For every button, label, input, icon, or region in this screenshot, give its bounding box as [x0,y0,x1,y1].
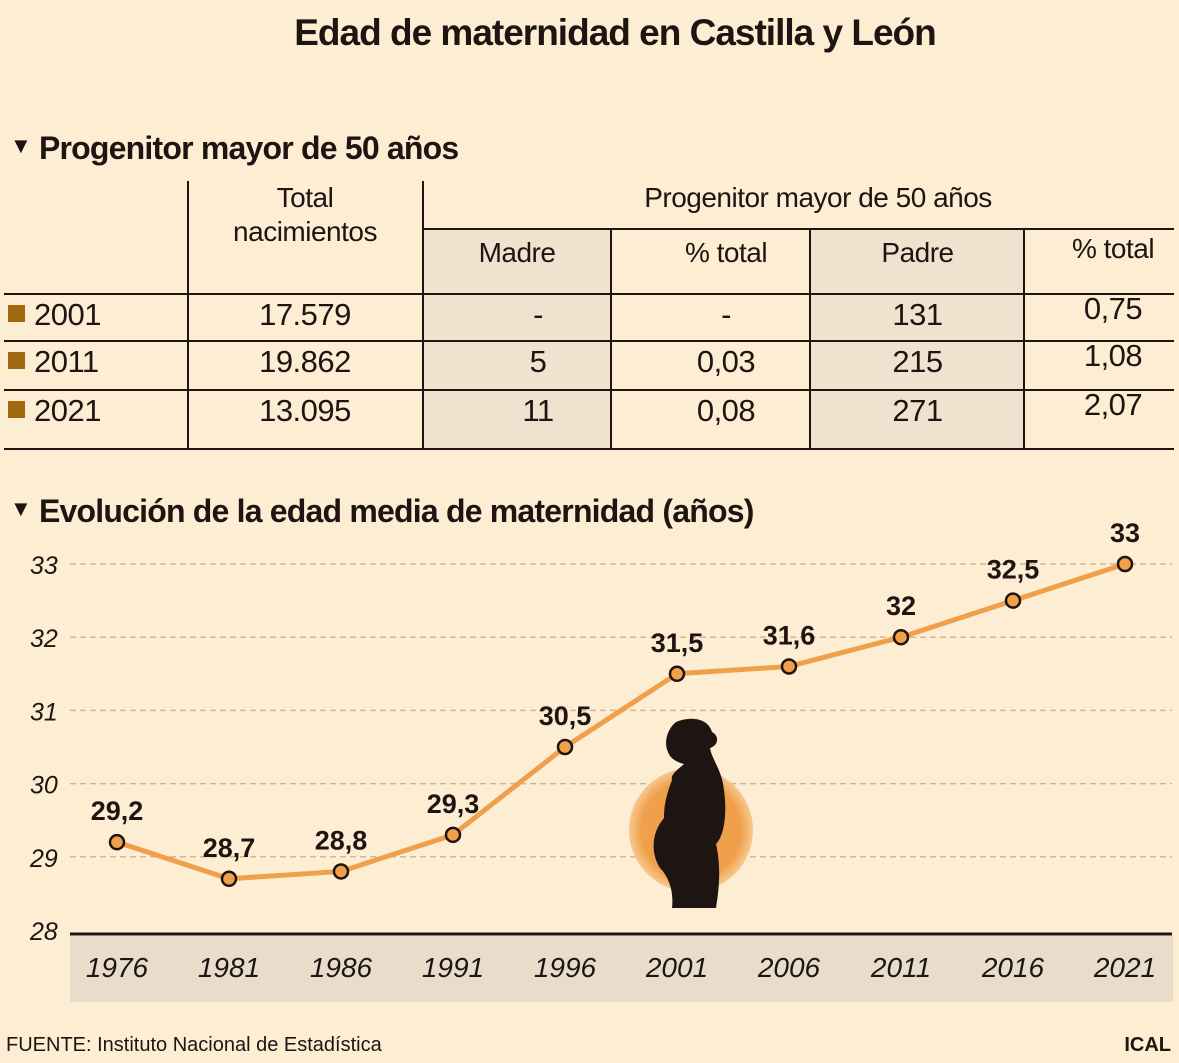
data-point [1116,555,1134,573]
x-tick-label: 2011 [870,952,931,983]
source-note: FUENTE: Instituto Nacional de Estadístic… [6,1034,382,1056]
triangle-down-icon: ▼ [10,133,32,158]
data-label: 32 [886,591,916,621]
bullet-square-icon [8,352,25,369]
header-group: Progenitor mayor de 50 años [644,182,992,213]
data-point [444,826,462,844]
bullet-square-icon [8,401,25,418]
x-tick-label: 1996 [534,952,597,983]
brand-logo: ICAL [1124,1034,1171,1056]
cell-padre: 131 [892,297,943,332]
header-pct-madre: % total [684,237,768,268]
cell-pct-madre: 0,03 [696,344,756,379]
cell-year: 2001 [8,297,188,333]
chart-section-heading: ▼ Evolución de la edad media de maternida… [10,493,754,529]
cell-year: 2011 [8,344,188,380]
bullet-square-icon [8,305,25,322]
y-tick-label: 29 [29,845,58,873]
cell-total: 19.862 [259,344,351,379]
data-label: 29,3 [427,789,480,819]
x-axis-band [70,936,1173,1002]
header-pct-padre: % total [1071,233,1155,264]
data-point [220,870,238,888]
y-tick-label: 31 [30,698,58,726]
data-point [108,833,126,851]
x-tick-label: 2001 [645,952,708,983]
data-point [780,658,798,675]
pregnant-woman-silhouette [653,718,726,908]
table-section-heading: ▼ Progenitor mayor de 50 años [10,130,459,166]
x-tick-label: 2006 [757,952,821,983]
x-tick-label: 1976 [86,952,149,983]
data-label: 28,8 [315,825,368,855]
x-tick-label: 1991 [422,952,484,983]
data-label: 32,5 [987,555,1040,585]
x-tick-label: 1981 [198,952,260,983]
cell-madre: 11 [522,393,554,428]
cell-pct-padre: 1,08 [1083,338,1143,373]
cell-pct-padre: 0,75 [1083,291,1143,326]
x-tick-label: 2021 [1093,952,1156,983]
cell-padre: 215 [892,344,943,379]
data-label: 30,5 [539,701,592,731]
cell-pct-padre: 2,07 [1083,387,1143,422]
cell-madre: - [533,297,543,332]
series-line [116,561,1126,882]
data-label: 28,7 [203,833,256,863]
header-madre: Madre [478,237,556,268]
triangle-down-icon: ▼ [10,496,32,521]
header-total: Total nacimientos [233,182,377,247]
y-tick-label: 32 [30,625,58,653]
data-point [668,665,686,683]
cell-total: 13.095 [259,393,351,428]
cell-pct-madre: 0,08 [696,393,756,428]
data-label: 29,2 [91,796,144,826]
cell-padre: 271 [892,393,943,428]
y-tick-label: 33 [30,552,58,580]
page-title: Edad de maternidad en Castilla y León [294,12,937,53]
data-point [1004,592,1022,609]
data-label: 31,5 [651,628,704,658]
cell-total: 17.579 [259,297,351,332]
cell-madre: 5 [529,344,547,379]
y-tick-label: 30 [30,772,58,800]
data-point [556,738,574,756]
data-label: 31,6 [763,620,816,650]
x-tick-label: 1986 [310,952,373,983]
data-point [892,628,910,646]
x-tick-label: 2016 [981,952,1045,983]
data-label: 33 [1110,518,1140,548]
y-tick-label: 28 [29,918,58,946]
cell-pct-madre: - [721,297,731,332]
data-point [332,863,350,880]
cell-year: 2021 [8,393,188,429]
header-padre: Padre [881,237,954,268]
